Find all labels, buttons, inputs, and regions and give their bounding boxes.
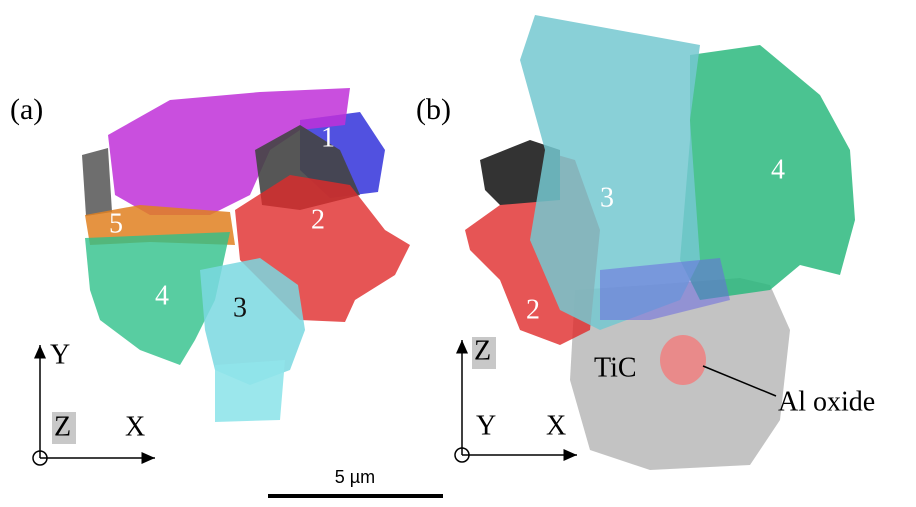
axes-b bbox=[454, 337, 577, 463]
axis-label: Z bbox=[54, 411, 71, 442]
phase-label: TiC bbox=[594, 352, 637, 383]
panel-a-render bbox=[82, 88, 410, 422]
axis-label: Y bbox=[476, 410, 496, 441]
panel-label: (b) bbox=[416, 93, 451, 126]
axis-label: X bbox=[546, 410, 566, 441]
panel-label: (a) bbox=[10, 93, 43, 126]
grain-label: 2 bbox=[526, 294, 540, 325]
axis-label: Y bbox=[50, 339, 70, 370]
grain-label: 4 bbox=[155, 280, 169, 311]
axes-a bbox=[32, 345, 155, 466]
grain-label: 5 bbox=[109, 208, 123, 239]
grain-label: 2 bbox=[311, 204, 325, 235]
grain-label: 4 bbox=[771, 154, 785, 185]
panel-b-render bbox=[465, 15, 855, 470]
phase-label: Al oxide bbox=[778, 386, 875, 417]
scale-label: 5 µm bbox=[335, 467, 375, 487]
grain-label: 3 bbox=[233, 292, 247, 323]
grain-label: 1 bbox=[321, 122, 335, 153]
grain-label: 3 bbox=[600, 182, 614, 213]
axis-label: X bbox=[125, 411, 145, 442]
axis-label: Z bbox=[474, 335, 491, 366]
